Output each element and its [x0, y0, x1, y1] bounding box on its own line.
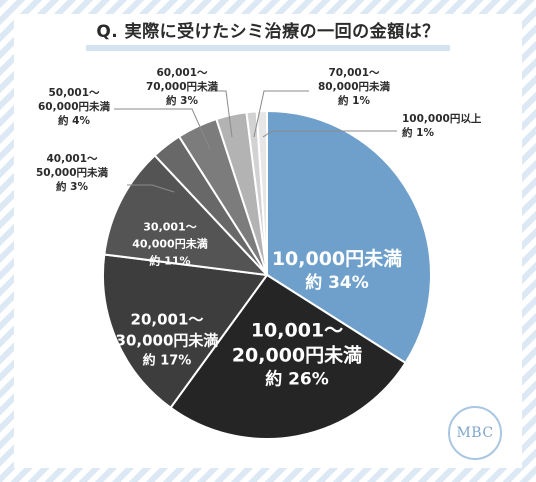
- slice-label-1-line-1: 20,000円未満: [232, 344, 362, 367]
- slice-label-3-line-1: 40,000円未満: [132, 237, 207, 251]
- slice-label-5-line-1: 60,000円未満: [38, 100, 111, 113]
- pie-slice-8: [255, 109, 268, 276]
- pie-slice-2: [101, 253, 269, 410]
- slice-label-2-line-1: 30,000円未満: [116, 332, 219, 350]
- slice-label-4-line-1: 50,000円未満: [36, 166, 109, 179]
- slice-label-3-line-0: 30,001〜: [143, 221, 196, 234]
- slice-label-7-line-2: 約 1%: [338, 94, 370, 107]
- slice-label-5-line-2: 約 4%: [58, 114, 90, 127]
- leader-line-4: [127, 184, 175, 193]
- logo-text: MBC: [456, 425, 494, 441]
- slice-label-3-line-2: 約 11%: [149, 254, 190, 268]
- slice-label-4-line-2: 約 3%: [56, 180, 88, 193]
- pie-slice-1: [169, 273, 407, 441]
- slice-label-1-line-0: 10,001〜: [251, 320, 343, 342]
- slice-label-4-line-0: 40,001〜: [46, 153, 98, 165]
- slice-label-8-line-1: 約 1%: [402, 126, 434, 139]
- slice-label-8-line-0: 100,000円以上: [402, 112, 482, 125]
- leader-line-6: [206, 90, 233, 138]
- slice-label-0-line-1: 約 34%: [305, 272, 369, 293]
- slice-label-1-line-2: 約 26%: [265, 369, 329, 390]
- title-highlight: [86, 45, 450, 51]
- slice-label-0-line-0: 10,000円未満: [272, 247, 402, 270]
- slice-label-2-line-2: 約 17%: [143, 353, 192, 369]
- slice-label-2-line-0: 20,001〜: [131, 311, 204, 329]
- chart-panel: Q. 実際に受けたシミ治療の一回の金額は？ 10,000円未満約 34% 10,0…: [14, 14, 522, 468]
- chart-title: Q. 実際に受けたシミ治療の一回の金額は？: [96, 22, 440, 42]
- slice-label-7-line-0: 70,001〜: [328, 67, 380, 79]
- slice-label-6-line-1: 70,000円未満: [146, 80, 219, 93]
- mbc-logo: MBC: [448, 406, 502, 460]
- slice-label-6-line-0: 60,001〜: [156, 67, 208, 79]
- slice-label-6-line-2: 約 3%: [166, 94, 198, 107]
- leader-line-5: [114, 108, 211, 150]
- slice-label-5-line-0: 50,001〜: [48, 87, 100, 99]
- leader-line-7: [253, 90, 309, 138]
- slice-label-7-line-1: 80,000円未満: [318, 80, 391, 93]
- leader-line-8: [262, 130, 397, 138]
